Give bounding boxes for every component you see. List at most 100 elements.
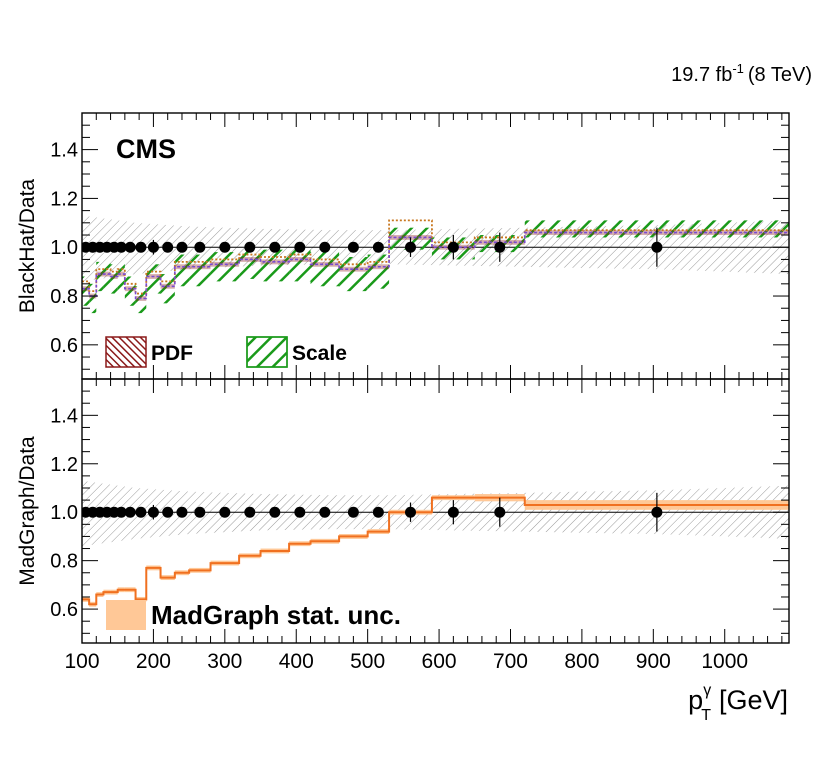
pdf-band-bin	[289, 256, 311, 262]
data-point	[447, 506, 459, 518]
data-point	[162, 506, 174, 518]
data-point	[176, 241, 188, 253]
x-tick-label: 300	[207, 650, 242, 673]
top-ytick-label: 1.2	[50, 188, 78, 210]
scale-band-bin	[174, 254, 190, 287]
bottom-ytick-label: 0.8	[50, 551, 78, 573]
pdf-legend-swatch	[105, 336, 147, 368]
data-point	[347, 506, 359, 518]
pdf-band-bin	[82, 286, 90, 292]
bottom-plot-area	[82, 480, 789, 607]
x-tick-label: 600	[422, 650, 457, 673]
lumi-label: 19.7 fb-1 (8 TeV)	[671, 61, 812, 86]
data-point	[347, 241, 359, 253]
pdf-band-bin	[239, 256, 261, 262]
data-point	[147, 241, 159, 253]
scale-legend-item: Scale	[246, 336, 347, 368]
scale-band-bin	[189, 254, 211, 287]
pdf-band-bin	[174, 264, 190, 270]
x-tick-label: 100	[64, 650, 99, 673]
data-point	[319, 241, 331, 253]
scale-band-bin	[89, 283, 97, 314]
top-ytick-label: 1.4	[50, 140, 78, 162]
data-point	[269, 506, 281, 518]
madgraph-curve	[82, 496, 789, 606]
lumi-energy: (8 TeV)	[748, 64, 812, 86]
data-point	[219, 241, 231, 253]
data-point	[135, 241, 147, 253]
cms-badge: CMS	[116, 134, 176, 164]
bottom-ytick-label: 1.2	[50, 454, 78, 476]
data-point	[244, 241, 256, 253]
pdf-band-bin	[110, 274, 118, 279]
bottom-syst-band	[82, 480, 789, 547]
data-point	[372, 506, 384, 518]
scale-band-bin	[367, 254, 390, 289]
bottom-ytick-label: 1.0	[50, 502, 78, 524]
data-point	[194, 241, 206, 253]
data-point	[405, 506, 417, 518]
bottom-ytick-label: 1.4	[50, 405, 78, 427]
data-point	[147, 506, 159, 518]
data-point	[269, 241, 281, 253]
data-point	[319, 506, 331, 518]
scale-band-bin	[110, 264, 118, 294]
x-axis-label: pγ T [GeV]	[688, 682, 788, 724]
x-label-sub: T	[701, 707, 711, 724]
x-tick-label: 700	[493, 650, 528, 673]
madgraph-legend-label: MadGraph stat. unc.	[151, 600, 401, 630]
x-tick-label: 400	[279, 650, 314, 673]
data-point	[294, 506, 306, 518]
madgraph-legend-swatch	[106, 600, 146, 630]
blackhat-ratio-panel: 0.6 0.8 1.0 1.2 1.4 BlackHat/Data CMS PDF Sc…	[16, 112, 790, 380]
pdf-legend-item: PDF	[105, 336, 193, 368]
pdf-band-bin	[103, 271, 111, 277]
data-point	[115, 506, 127, 518]
data-point	[405, 241, 417, 253]
data-point	[372, 241, 384, 253]
data-point	[651, 506, 663, 518]
data-point	[651, 241, 663, 253]
bottom-axes: 0.6 0.8 1.0 1.2 1.4	[50, 379, 789, 643]
x-tick-labels: 100 200 300 400 500 600 700 800 900 1000	[64, 650, 748, 673]
pdf-band-bin	[339, 266, 368, 272]
top-ytick-label: 0.6	[50, 335, 78, 357]
madgraph-ratio-panel: 0.6 0.8 1.0 1.2 1.4 MadGraph/Data MadGraph s…	[16, 378, 790, 644]
scale-band-bin	[82, 276, 90, 306]
madgraph-legend-item: MadGraph stat. unc.	[106, 600, 401, 630]
scale-band-bin	[160, 274, 175, 304]
bottom-frame	[81, 378, 790, 644]
scale-band-bin	[96, 261, 104, 292]
x-tick-label: 200	[136, 650, 171, 673]
pdf-legend-label: PDF	[151, 342, 193, 365]
data-point	[494, 241, 506, 253]
data-point	[176, 506, 188, 518]
x-tick-label: 800	[564, 650, 599, 673]
top-ylabel: BlackHat/Data	[16, 179, 39, 314]
scale-band-bin	[117, 261, 125, 292]
data-point	[135, 506, 147, 518]
lumi-exponent: -1	[732, 61, 744, 76]
data-point	[219, 506, 231, 518]
scale-band-bin	[310, 252, 340, 287]
data-point	[162, 241, 174, 253]
x-label-sup: γ	[703, 682, 711, 699]
scale-band-bin	[339, 256, 368, 292]
data-point	[294, 241, 306, 253]
pdf-band-bin	[117, 271, 125, 277]
x-tick-label: 900	[636, 650, 671, 673]
top-ytick-label: 0.8	[50, 286, 78, 308]
blackhat-central-curve	[82, 231, 789, 300]
top-axes: 0.6 0.8 1.0 1.2 1.4	[50, 113, 789, 379]
top-ytick-label: 1.0	[50, 237, 78, 259]
data-point	[194, 506, 206, 518]
scale-band-bin	[260, 249, 290, 282]
x-label-unit: [GeV]	[719, 685, 788, 715]
data-point	[244, 506, 256, 518]
scale-band-bin	[103, 261, 111, 292]
scale-legend-swatch-fill	[246, 336, 288, 368]
bottom-ylabel: MadGraph/Data	[16, 436, 39, 586]
lumi-value: 19.7 fb	[671, 64, 732, 86]
data-point	[115, 241, 127, 253]
